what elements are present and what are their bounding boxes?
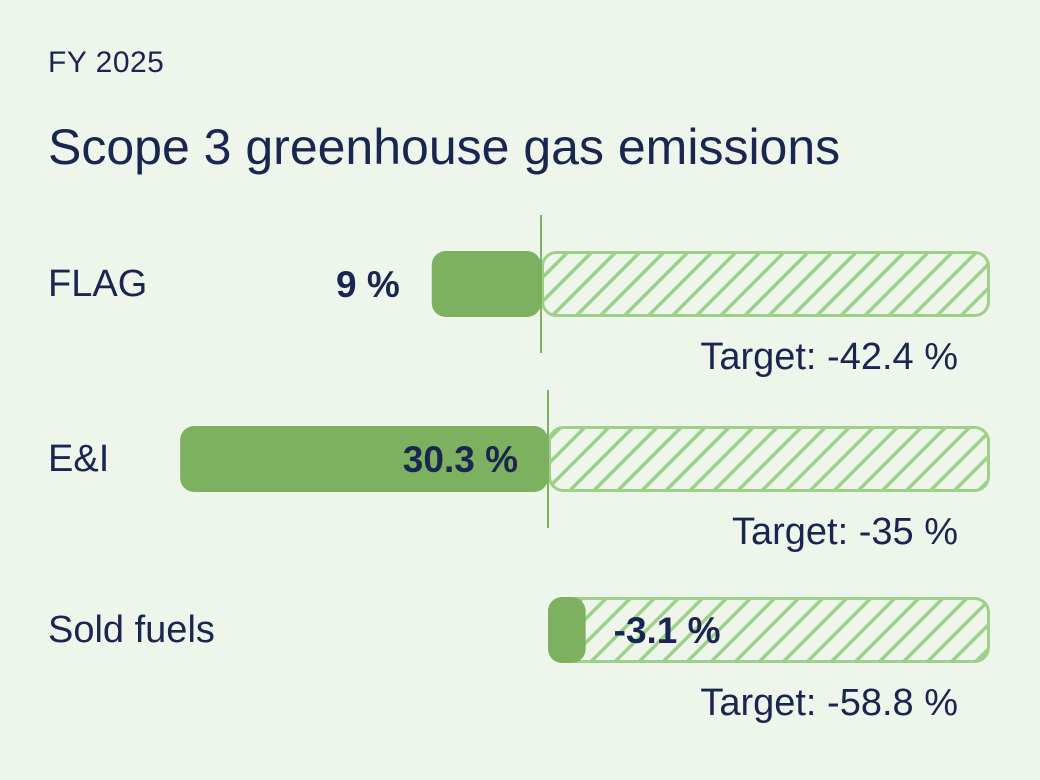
target-label-1: Target: -35 % bbox=[732, 511, 958, 553]
actual-value-label-2: -3.1 % bbox=[614, 610, 721, 651]
target-label-0: Target: -42.4 % bbox=[700, 336, 958, 378]
actual-bar-1 bbox=[180, 426, 548, 492]
category-label-2: Sold fuels bbox=[48, 609, 215, 651]
category-label-1: E&I bbox=[48, 438, 109, 480]
target-bar-0 bbox=[541, 251, 990, 317]
category-label-0: FLAG bbox=[48, 263, 147, 305]
actual-bar-2 bbox=[548, 597, 586, 663]
target-label-2: Target: -58.8 % bbox=[700, 682, 958, 724]
chart-title: Scope 3 greenhouse gas emissions bbox=[48, 119, 841, 175]
actual-value-label-1: 30.3 % bbox=[403, 439, 518, 480]
target-bar-1 bbox=[548, 426, 990, 492]
actual-bar-0 bbox=[431, 251, 541, 317]
fiscal-year-label: FY 2025 bbox=[48, 46, 165, 79]
actual-value-label-0: 9 % bbox=[336, 264, 400, 305]
